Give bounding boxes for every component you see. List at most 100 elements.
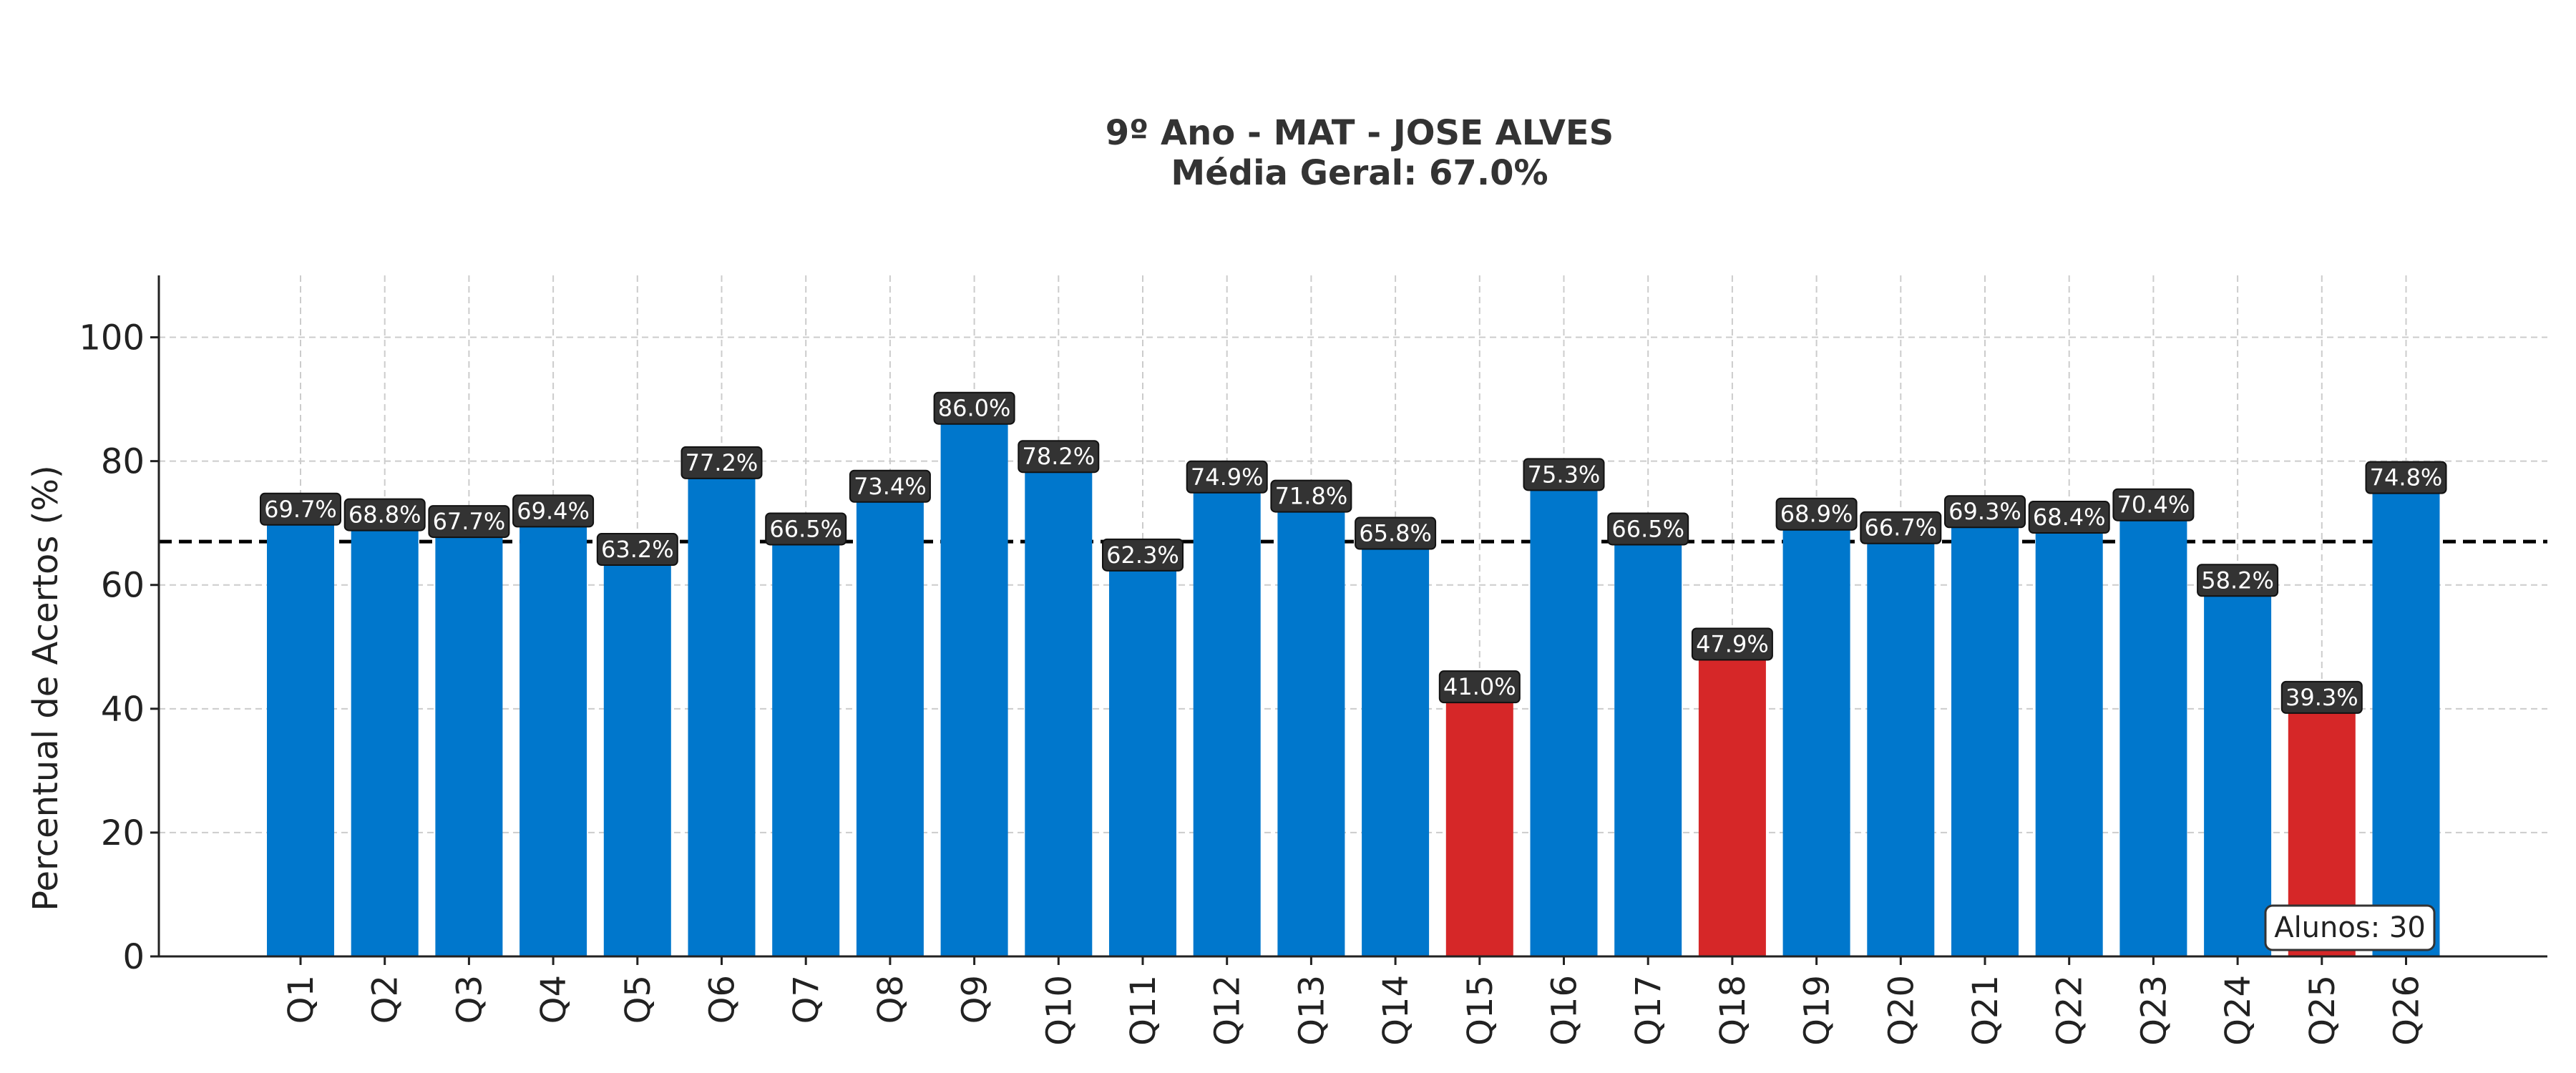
data-label: 58.2% <box>2201 567 2274 594</box>
data-label-box <box>680 446 763 479</box>
data-label-box <box>1607 512 1689 546</box>
data-label-box <box>2197 564 2279 597</box>
data-label: 67.7% <box>433 508 506 535</box>
data-label-box <box>512 494 595 528</box>
bar <box>1951 527 2019 956</box>
data-label: 73.4% <box>854 473 927 500</box>
bar <box>856 501 924 956</box>
data-label: 65.8% <box>1359 520 1432 547</box>
data-label: 68.4% <box>2033 504 2106 531</box>
y-tick-label: 60 <box>101 566 145 606</box>
data-label-box <box>1186 460 1268 494</box>
data-label: 86.0% <box>938 395 1011 422</box>
data-label: 39.3% <box>2285 684 2358 711</box>
x-tick-label: Q18 <box>1713 975 1753 1046</box>
chart-title-line1: 9º Ano - MAT - JOSE ALVES <box>1106 113 1614 153</box>
data-label: 77.2% <box>686 449 758 476</box>
students-annotation-text: Alunos: 30 <box>2274 911 2426 944</box>
x-tick-label: Q11 <box>1123 975 1163 1046</box>
bar <box>267 524 334 956</box>
x-tick-label: Q2 <box>366 975 406 1024</box>
data-label-box <box>1523 458 1605 491</box>
bar <box>1193 492 1261 956</box>
x-tick-label: Q17 <box>1629 975 1669 1046</box>
x-tick-label: Q1 <box>281 975 321 1024</box>
y-tick-label: 0 <box>122 937 145 977</box>
x-tick-label: Q10 <box>1039 975 1079 1046</box>
bar <box>2035 533 2103 956</box>
bar <box>2119 520 2187 956</box>
bar <box>1025 472 1093 956</box>
bar <box>940 423 1008 956</box>
y-axis-label: Percentual de Acertos (%) <box>26 465 66 911</box>
data-label: 41.0% <box>1443 673 1516 700</box>
data-label-box <box>260 492 341 526</box>
x-tick-label: Q20 <box>1881 975 1921 1046</box>
bar <box>1362 549 1430 956</box>
data-label: 70.4% <box>2117 491 2190 519</box>
bar <box>1530 490 1598 956</box>
data-label-box <box>2028 501 2110 534</box>
data-label: 75.3% <box>1528 461 1601 488</box>
data-label-box <box>1775 497 1858 531</box>
bar <box>1867 543 1935 956</box>
data-label-box <box>343 498 426 531</box>
data-label-box <box>933 391 1015 425</box>
students-annotation: Alunos: 30 <box>2264 904 2436 951</box>
x-tick-label: Q8 <box>871 975 911 1024</box>
bar <box>2372 493 2440 956</box>
data-label-box <box>2112 488 2195 521</box>
bar <box>1277 511 1345 956</box>
data-label: 66.5% <box>769 515 842 542</box>
data-label: 62.3% <box>1106 542 1179 569</box>
bar <box>1445 702 1513 956</box>
x-tick-label: Q23 <box>2134 975 2174 1046</box>
bar <box>519 526 587 956</box>
x-tick-label: Q21 <box>1966 975 2006 1046</box>
data-label-box <box>849 469 931 503</box>
grid <box>159 275 2547 957</box>
y-tick-label: 20 <box>101 813 145 853</box>
bar <box>603 565 671 956</box>
y-tick-label: 80 <box>101 442 145 482</box>
data-label: 74.8% <box>2370 464 2443 491</box>
bars <box>267 423 2440 956</box>
x-tick-label: Q12 <box>1208 975 1248 1046</box>
x-tick-label: Q5 <box>618 975 658 1024</box>
bar <box>2204 596 2272 956</box>
data-label-box <box>1438 670 1521 704</box>
bar <box>435 537 503 956</box>
data-label-box <box>1860 511 1942 544</box>
data-label-box <box>1270 479 1352 513</box>
data-label-box <box>1691 627 1773 661</box>
x-tick-label: Q24 <box>2218 975 2258 1046</box>
data-label: 71.8% <box>1275 483 1348 510</box>
x-tick-label: Q16 <box>1545 975 1585 1046</box>
y-tick-label: 100 <box>79 318 145 358</box>
axes: 0 20 40 60 80 100 Q1 Q2 Q3 Q4 Q5 Q6 Q7 Q8 Q9 Q10 Q11 Q12 Q… <box>79 275 2547 1046</box>
bar <box>1109 570 1176 956</box>
students-annotation-box <box>2264 904 2436 951</box>
data-label-box <box>1102 538 1184 572</box>
data-label-box <box>765 512 847 546</box>
x-tick-label: Q14 <box>1376 975 1416 1046</box>
data-label: 47.9% <box>1696 630 1769 657</box>
data-label: 63.2% <box>601 536 674 563</box>
data-label-box <box>1944 495 2026 529</box>
data-label: 68.8% <box>348 501 421 529</box>
bar <box>772 544 840 956</box>
x-tick-label: Q22 <box>2050 975 2090 1046</box>
data-label: 74.9% <box>1191 464 1264 491</box>
x-tick-label: Q7 <box>786 975 826 1024</box>
data-label: 66.7% <box>1864 514 1937 542</box>
x-tick-label: Q4 <box>534 975 574 1024</box>
x-tick-label: Q3 <box>449 975 489 1024</box>
data-label-box <box>2280 680 2363 714</box>
bar <box>1614 544 1682 956</box>
data-label-box <box>596 533 678 567</box>
bar <box>351 530 419 956</box>
data-label: 69.3% <box>1948 498 2021 525</box>
data-label: 68.9% <box>1780 501 1853 528</box>
y-tick-label: 40 <box>101 690 145 730</box>
x-tick-label: Q26 <box>2387 975 2427 1046</box>
